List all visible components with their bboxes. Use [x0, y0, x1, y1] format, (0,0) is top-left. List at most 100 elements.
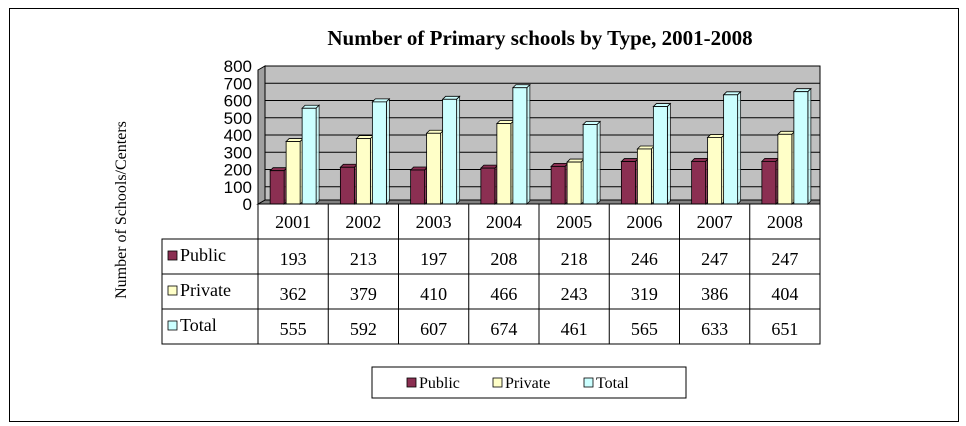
bar-private — [425, 129, 445, 205]
y-tick-label: 0 — [243, 195, 252, 214]
table-value: 607 — [420, 319, 447, 339]
data-table: 2001 2002 2003 2004 2005 2006 2007 2008 Public 19… — [161, 203, 821, 345]
bar-side — [807, 87, 812, 205]
bar-total — [792, 87, 812, 205]
bar-front — [301, 107, 317, 205]
bar-private — [285, 137, 305, 205]
bar-side — [456, 95, 461, 205]
y-axis-label: Number of Schools/Centers — [113, 121, 130, 299]
bar-front — [620, 161, 636, 205]
bar-front — [761, 160, 777, 205]
table-value: 319 — [631, 284, 658, 304]
bar-front — [371, 101, 387, 205]
y-tick-label: 300 — [224, 143, 252, 162]
legend-label-total: Total — [596, 375, 629, 392]
bar-total — [582, 120, 602, 205]
table-value: 386 — [701, 284, 728, 304]
bar-total — [652, 102, 672, 205]
y-tick-label: 400 — [224, 126, 252, 145]
bar-public — [339, 163, 359, 205]
bar-front — [566, 161, 582, 205]
y-tick-label: 700 — [224, 74, 252, 93]
table-value: 362 — [280, 284, 307, 304]
bar-side — [526, 83, 531, 205]
y-tick-label: 500 — [224, 109, 252, 128]
bar-public — [550, 162, 570, 205]
table-value: 565 — [631, 319, 658, 339]
legend-key-public — [406, 377, 417, 388]
bar-public — [409, 166, 429, 205]
bar-private — [706, 133, 726, 205]
table-value: 461 — [561, 319, 588, 339]
table-value: 247 — [771, 249, 798, 269]
bar-total — [441, 95, 461, 205]
table-value: 592 — [350, 319, 377, 339]
bar-front — [636, 148, 652, 205]
bar-front — [355, 138, 371, 205]
bar-side — [737, 90, 742, 205]
table-value: 466 — [490, 284, 517, 304]
legend-label-private: Private — [505, 375, 550, 392]
bar-private — [566, 158, 586, 205]
table-category-label: 2004 — [486, 212, 522, 232]
table-value: 208 — [490, 249, 517, 269]
y-tick-label: 800 — [224, 57, 252, 76]
legend: Public Private Total — [371, 366, 687, 399]
table-value: 247 — [701, 249, 728, 269]
bar-public — [269, 166, 289, 205]
y-tick-label: 600 — [224, 92, 252, 111]
table-category-label: 2002 — [345, 212, 381, 232]
bar-private — [355, 134, 375, 205]
bar-front — [582, 124, 598, 205]
table-value: 197 — [420, 249, 447, 269]
table-legend-key — [167, 320, 178, 331]
bar-front — [285, 141, 301, 205]
table-series-label: Total — [180, 315, 217, 335]
bar-front — [426, 132, 442, 205]
bar-private — [776, 130, 796, 205]
table-category-label: 2001 — [275, 212, 311, 232]
bar-front — [723, 94, 739, 205]
bar-front — [442, 98, 458, 205]
y-tick-label: 200 — [224, 161, 252, 180]
bar-front — [793, 91, 809, 205]
table-legend-key — [167, 285, 178, 296]
bar-front — [512, 87, 528, 205]
table-value: 243 — [561, 284, 588, 304]
bar-front — [777, 133, 793, 205]
table-value: 246 — [631, 249, 658, 269]
table-category-label: 2008 — [767, 212, 803, 232]
table-series-label: Private — [180, 280, 231, 300]
bar-front — [652, 106, 668, 205]
legend-label-public: Public — [419, 375, 460, 392]
bar-private — [636, 145, 656, 205]
table-legend-key — [167, 250, 178, 261]
bar-total — [511, 83, 531, 205]
bar-front — [691, 160, 707, 205]
bar-side — [315, 104, 320, 205]
legend-box — [371, 366, 687, 399]
legend-key-private — [492, 377, 503, 388]
bar-side — [666, 102, 671, 205]
bar-public — [690, 157, 710, 205]
bar-public — [479, 164, 499, 205]
legend-key-total — [583, 377, 594, 388]
table-value: 651 — [771, 319, 798, 339]
bar-front — [339, 166, 355, 205]
y-tick-label: 100 — [224, 178, 252, 197]
bar-total — [722, 90, 742, 205]
table-category-label: 2005 — [556, 212, 592, 232]
bar-total — [371, 97, 391, 205]
bar-private — [495, 119, 515, 205]
table-category-label: 2007 — [697, 212, 733, 232]
bar-front — [269, 170, 285, 205]
bar-front — [496, 123, 512, 205]
bar-side — [596, 120, 601, 205]
table-value: 379 — [350, 284, 377, 304]
table-value: 674 — [490, 319, 517, 339]
bar-front — [707, 137, 723, 205]
table-category-label: 2006 — [626, 212, 662, 232]
table-category-label: 2003 — [416, 212, 452, 232]
table-value: 410 — [420, 284, 447, 304]
